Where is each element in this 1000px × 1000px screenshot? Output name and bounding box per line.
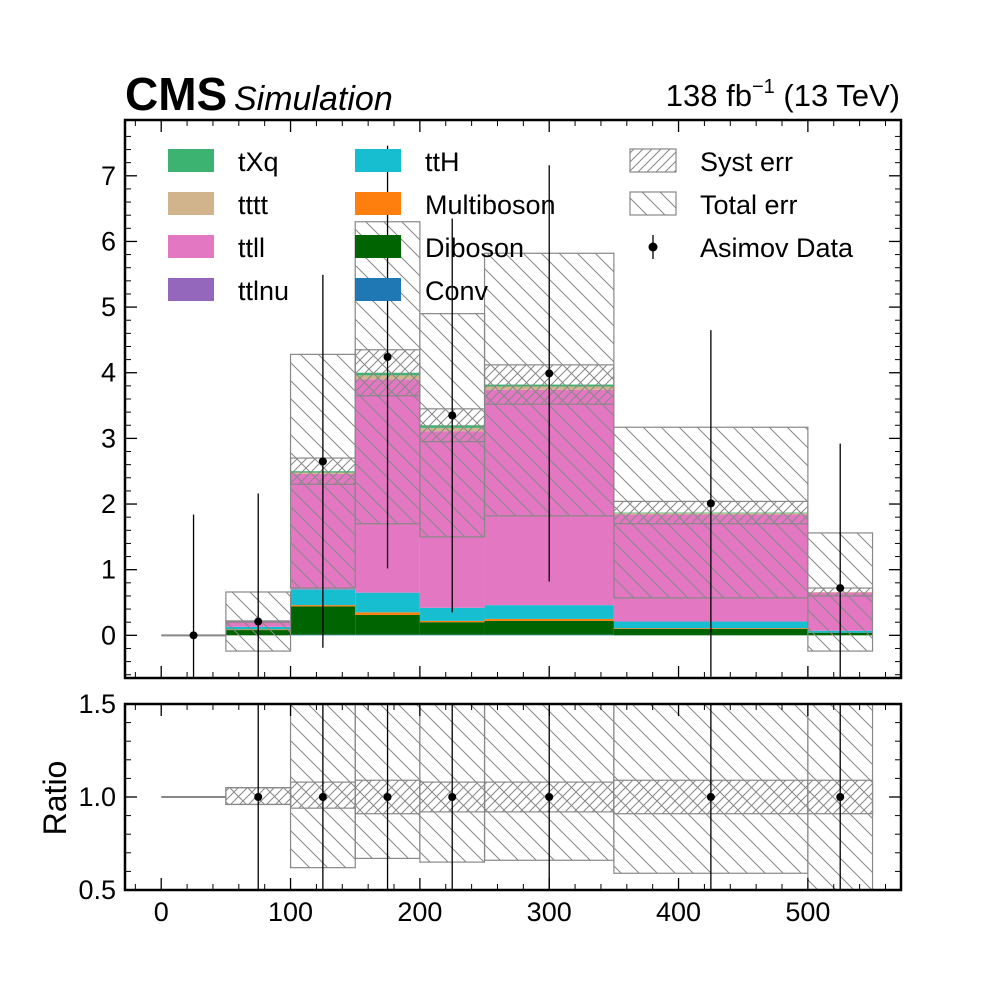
legend-item-asimov-data: Asimov Data <box>648 233 854 263</box>
bar-tth-bin-4 <box>419 607 485 621</box>
series-conv <box>290 634 614 636</box>
bar-multiboson-bin-5 <box>484 618 614 621</box>
data-point-5 <box>545 369 554 378</box>
legend-item-syst-err: Syst err <box>629 147 793 177</box>
legend-item-conv: Conv <box>355 276 489 306</box>
legend-item-tth: ttH <box>355 147 460 177</box>
legend-label: Diboson <box>425 233 524 263</box>
x-tick-label-5: 500 <box>785 897 830 927</box>
data-point-3 <box>383 352 392 361</box>
legend-item-diboson: Diboson <box>355 233 524 263</box>
x-tick-label-1: 100 <box>268 897 313 927</box>
experiment-label: CMS <box>125 68 227 120</box>
legend-item-multiboson: Multiboson <box>355 190 556 220</box>
ratio-point-5 <box>706 793 715 801</box>
legend-swatch <box>168 149 214 172</box>
bar-conv-bin-5 <box>484 634 614 636</box>
legend-swatch <box>355 278 401 301</box>
data-point-7 <box>836 584 845 593</box>
ratio-y-tick-label-1: 1.0 <box>78 782 116 812</box>
legend: tXq tttt ttll ttlnu ttH Multiboson Diboson Conv… <box>168 147 854 306</box>
y-tick-label-7: 7 <box>101 161 116 191</box>
x-tick-label-2: 200 <box>397 897 442 927</box>
main-plot-panel: 0 1 2 3 4 5 6 7 tXq tttt ttll ttlnu ttH Multiboson Di… <box>101 118 903 680</box>
energy-label: (13 TeV) <box>783 78 900 113</box>
bar-diboson-bin-5 <box>484 620 614 635</box>
legend-item-ttll: ttll <box>168 233 265 263</box>
bar-diboson-bin-4 <box>419 622 485 635</box>
ratio-point-1 <box>318 793 327 801</box>
ratio-point-4 <box>545 793 554 801</box>
data-point-6 <box>706 499 715 508</box>
ratio-point-6 <box>836 793 845 801</box>
x-tick-label-4: 400 <box>656 897 701 927</box>
x-tick-label-3: 300 <box>527 897 572 927</box>
legend-marker <box>648 242 658 252</box>
bar-multiboson-bin-3 <box>355 612 420 615</box>
lumi-exponent: −1 <box>752 76 775 98</box>
legend-label: tttt <box>238 190 269 220</box>
legend-swatch <box>355 192 401 215</box>
bar-multiboson-bin-4 <box>419 620 485 623</box>
ratio-plot-panel: 0.5 1.0 1.5 0 100 200 300 400 500 Ratio <box>37 689 903 927</box>
legend-label: ttlnu <box>238 276 289 306</box>
ratio-point-3 <box>448 793 457 801</box>
simulation-label: Simulation <box>234 80 393 118</box>
ratio-y-tick-label-0: 0.5 <box>78 875 116 905</box>
legend-item-total-err: Total err <box>629 190 798 220</box>
lumi-label: 138 fb−1 (13 TeV) <box>666 76 900 113</box>
bar-conv-bin-4 <box>419 634 485 636</box>
legend-swatch <box>168 235 214 258</box>
legend-label: Conv <box>425 276 489 306</box>
legend-label: ttll <box>238 233 265 263</box>
legend-swatch <box>168 278 214 301</box>
ratio-y-tick-label-2: 1.5 <box>78 689 116 719</box>
legend-label: Asimov Data <box>700 233 854 263</box>
bar-conv-bin-3 <box>355 634 420 636</box>
y-tick-label-4: 4 <box>101 358 116 388</box>
data-point-0 <box>189 631 198 640</box>
legend-label: tXq <box>238 147 279 177</box>
y-tick-label-6: 6 <box>101 226 116 256</box>
lumi-gap <box>775 78 784 113</box>
legend-swatch <box>355 149 401 172</box>
bar-tth-bin-3 <box>355 592 420 613</box>
legend-label: Total err <box>700 190 798 220</box>
legend-item-tttt: tttt <box>168 190 269 220</box>
y-tick-label-0: 0 <box>101 620 116 650</box>
y-tick-label-3: 3 <box>101 423 116 453</box>
legend-label: Syst err <box>700 147 793 177</box>
legend-swatch <box>629 191 677 216</box>
y-tick-label-5: 5 <box>101 292 116 322</box>
ratio-axes: 0.5 1.0 1.5 0 100 200 300 400 500 <box>78 689 903 927</box>
bar-tth-bin-5 <box>484 605 614 619</box>
legend-item-txq: tXq <box>168 147 279 177</box>
legend-swatch <box>168 192 214 215</box>
legend-label: Multiboson <box>425 190 556 220</box>
legend-label: ttH <box>425 147 460 177</box>
y-tick-label-1: 1 <box>101 555 116 585</box>
legend-swatch <box>355 235 401 258</box>
lumi-value: 138 fb <box>666 78 752 113</box>
main-axes: 0 1 2 3 4 5 6 7 <box>101 118 903 680</box>
data-point-1 <box>254 617 263 626</box>
y-tick-label-2: 2 <box>101 489 116 519</box>
data-point-2 <box>318 457 327 466</box>
ratio-plot-area <box>161 704 874 890</box>
x-tick-label-0: 0 <box>154 897 169 927</box>
bar-diboson-bin-3 <box>355 614 420 635</box>
main-plot-area <box>161 145 874 678</box>
data-point-4 <box>448 411 457 420</box>
ratio-point-2 <box>383 793 392 801</box>
ratio-y-axis-label: Ratio <box>37 761 73 836</box>
legend-swatch <box>629 148 677 173</box>
legend-item-ttlnu: ttlnu <box>168 276 289 306</box>
ratio-point-0 <box>254 793 263 801</box>
